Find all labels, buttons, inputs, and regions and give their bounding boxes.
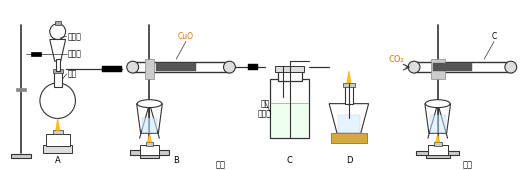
Bar <box>431 59 445 79</box>
Bar <box>55 21 61 25</box>
Bar <box>53 69 63 73</box>
Bar <box>102 66 122 72</box>
Bar <box>16 88 26 91</box>
Bar <box>413 62 512 72</box>
Circle shape <box>40 83 75 118</box>
Text: A: A <box>55 156 61 165</box>
Text: B: B <box>173 156 179 165</box>
Bar <box>31 52 41 56</box>
Polygon shape <box>50 39 65 61</box>
Circle shape <box>50 24 65 39</box>
Ellipse shape <box>137 100 162 108</box>
Polygon shape <box>329 104 368 133</box>
Text: 弹簧夹: 弹簧夹 <box>67 50 82 59</box>
Polygon shape <box>148 134 151 142</box>
Bar <box>433 63 472 71</box>
Text: CuO: CuO <box>178 32 194 41</box>
Text: 图一: 图一 <box>216 160 226 169</box>
Bar <box>343 83 355 87</box>
Text: D: D <box>346 156 352 165</box>
Bar <box>11 154 31 158</box>
Bar <box>46 134 70 146</box>
Text: C: C <box>491 32 496 41</box>
Bar <box>426 153 450 158</box>
Bar <box>53 130 63 134</box>
Polygon shape <box>56 118 60 130</box>
Bar <box>248 64 258 70</box>
Bar <box>434 142 442 146</box>
Circle shape <box>505 61 516 73</box>
Bar <box>275 66 305 72</box>
Text: 图二: 图二 <box>462 160 472 169</box>
Circle shape <box>127 61 139 73</box>
Bar <box>278 71 301 81</box>
Bar <box>345 86 353 104</box>
Polygon shape <box>136 104 162 133</box>
Bar <box>130 150 169 155</box>
Text: CO₂: CO₂ <box>388 55 404 64</box>
Bar <box>56 59 60 71</box>
Bar <box>54 72 62 87</box>
Ellipse shape <box>425 100 450 108</box>
Bar <box>331 133 367 143</box>
Bar <box>428 145 447 155</box>
Text: 甲酸: 甲酸 <box>67 70 77 79</box>
Text: 浓硫酸: 浓硫酸 <box>67 32 82 41</box>
Bar <box>271 103 308 137</box>
Bar <box>338 115 360 133</box>
Bar <box>430 115 446 133</box>
Bar <box>142 118 158 133</box>
Bar <box>416 151 460 155</box>
Bar <box>132 62 230 72</box>
Bar <box>145 142 153 146</box>
Bar <box>43 145 73 153</box>
Bar <box>140 154 159 158</box>
Circle shape <box>408 61 420 73</box>
Bar <box>144 59 154 79</box>
Polygon shape <box>347 71 351 83</box>
Polygon shape <box>436 134 440 142</box>
Polygon shape <box>425 104 451 133</box>
Bar <box>140 145 159 155</box>
Bar <box>157 63 196 71</box>
Circle shape <box>223 61 236 73</box>
Bar <box>270 79 309 138</box>
Text: 足量
石灰水: 足量 石灰水 <box>258 99 272 118</box>
Text: C: C <box>287 156 292 165</box>
